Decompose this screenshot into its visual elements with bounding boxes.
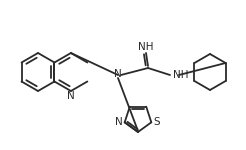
Text: N: N bbox=[67, 91, 75, 101]
Text: NH: NH bbox=[173, 70, 188, 80]
Text: N: N bbox=[114, 69, 122, 79]
Text: N: N bbox=[115, 117, 123, 127]
Text: NH: NH bbox=[138, 42, 154, 52]
Text: S: S bbox=[153, 117, 160, 127]
